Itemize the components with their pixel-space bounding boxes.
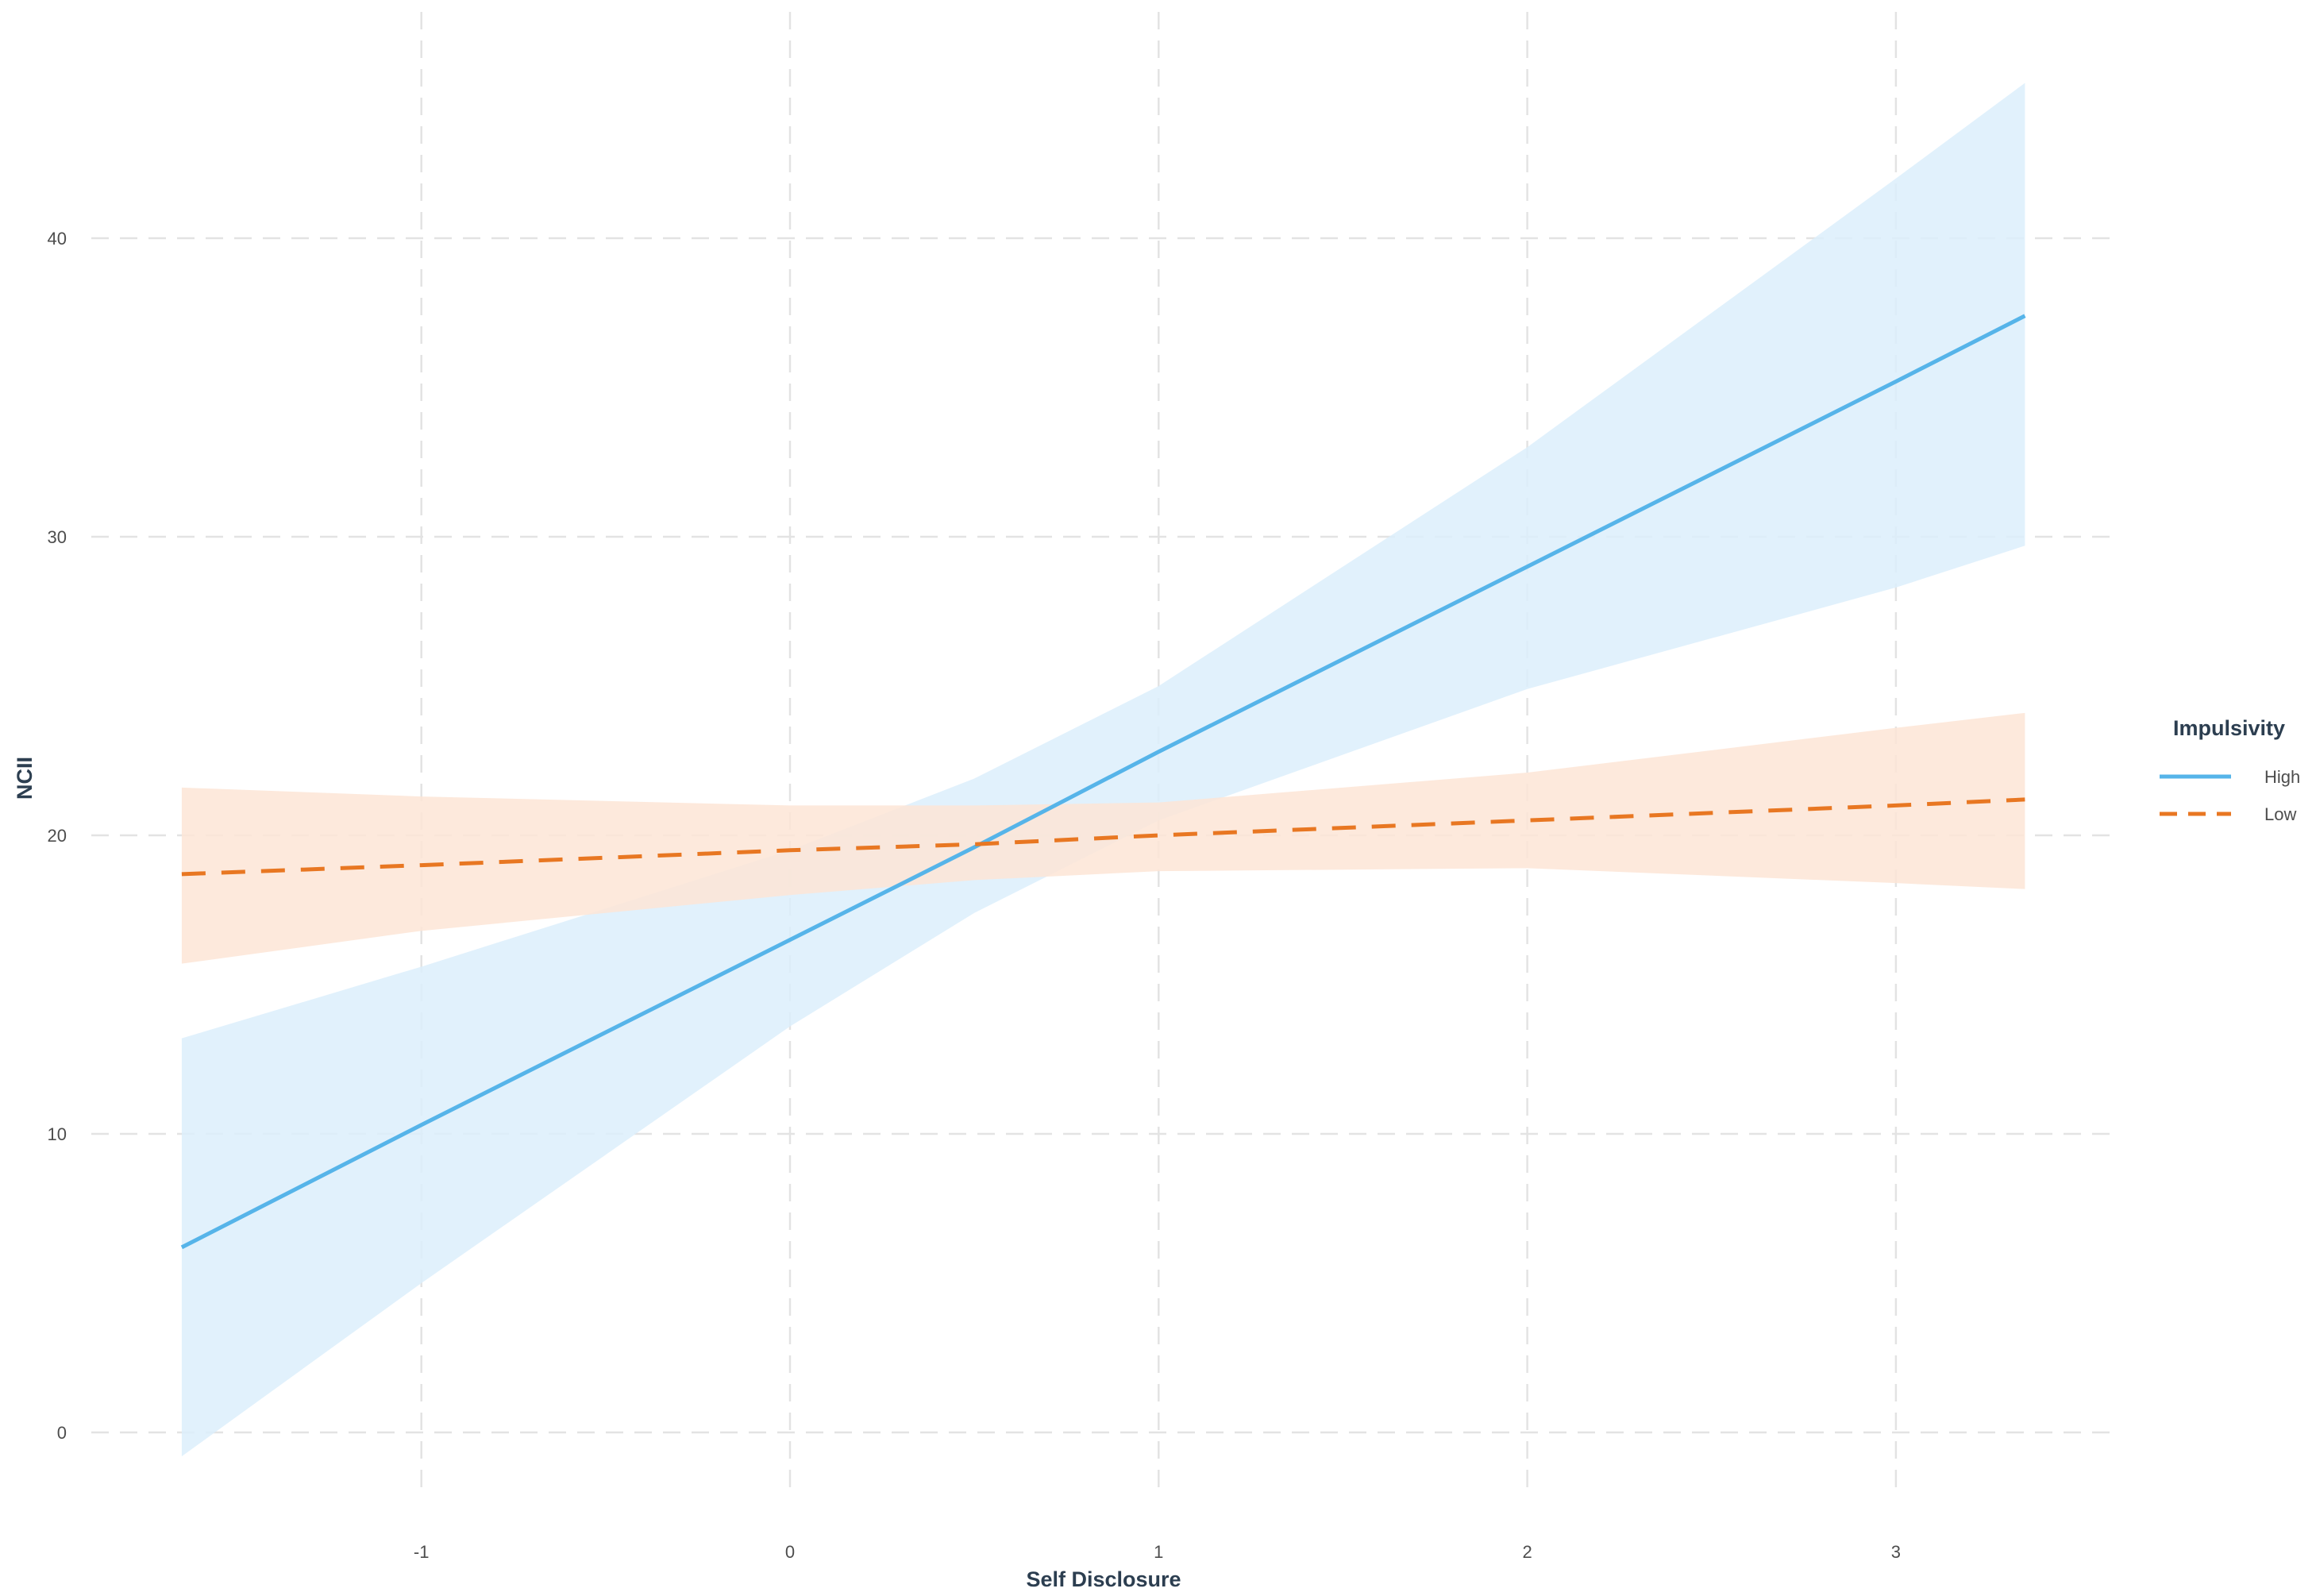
y-tick-label: 10 — [48, 1124, 67, 1144]
confidence-band-high — [181, 83, 2025, 1457]
line-high — [180, 314, 2026, 1250]
y-tick-label: 0 — [57, 1423, 67, 1443]
x-tick-label: 0 — [785, 1542, 795, 1562]
x-tick-label: 2 — [1522, 1542, 1532, 1562]
x-axis-title: Self Disclosure — [1026, 1567, 1181, 1591]
x-tick-label: -1 — [414, 1542, 430, 1562]
legend: Impulsivity High Low — [2160, 716, 2300, 824]
y-tick-label: 30 — [48, 527, 67, 547]
x-tick-label: 3 — [1891, 1542, 1901, 1562]
confidence-bands — [181, 83, 2025, 1457]
y-tick-label: 40 — [48, 229, 67, 249]
y-axis-title: NCII — [13, 757, 37, 800]
y-tick-label: 20 — [48, 826, 67, 846]
y-axis-ticks: 0 10 20 30 40 — [48, 229, 67, 1443]
x-tick-label: 1 — [1154, 1542, 1163, 1562]
legend-title: Impulsivity — [2173, 716, 2285, 740]
line-low — [181, 797, 2025, 877]
series-lines — [180, 314, 2026, 1250]
legend-label-high: High — [2264, 767, 2300, 787]
x-axis-ticks: -1 0 1 2 3 — [414, 1542, 1901, 1562]
legend-label-low: Low — [2264, 804, 2296, 824]
